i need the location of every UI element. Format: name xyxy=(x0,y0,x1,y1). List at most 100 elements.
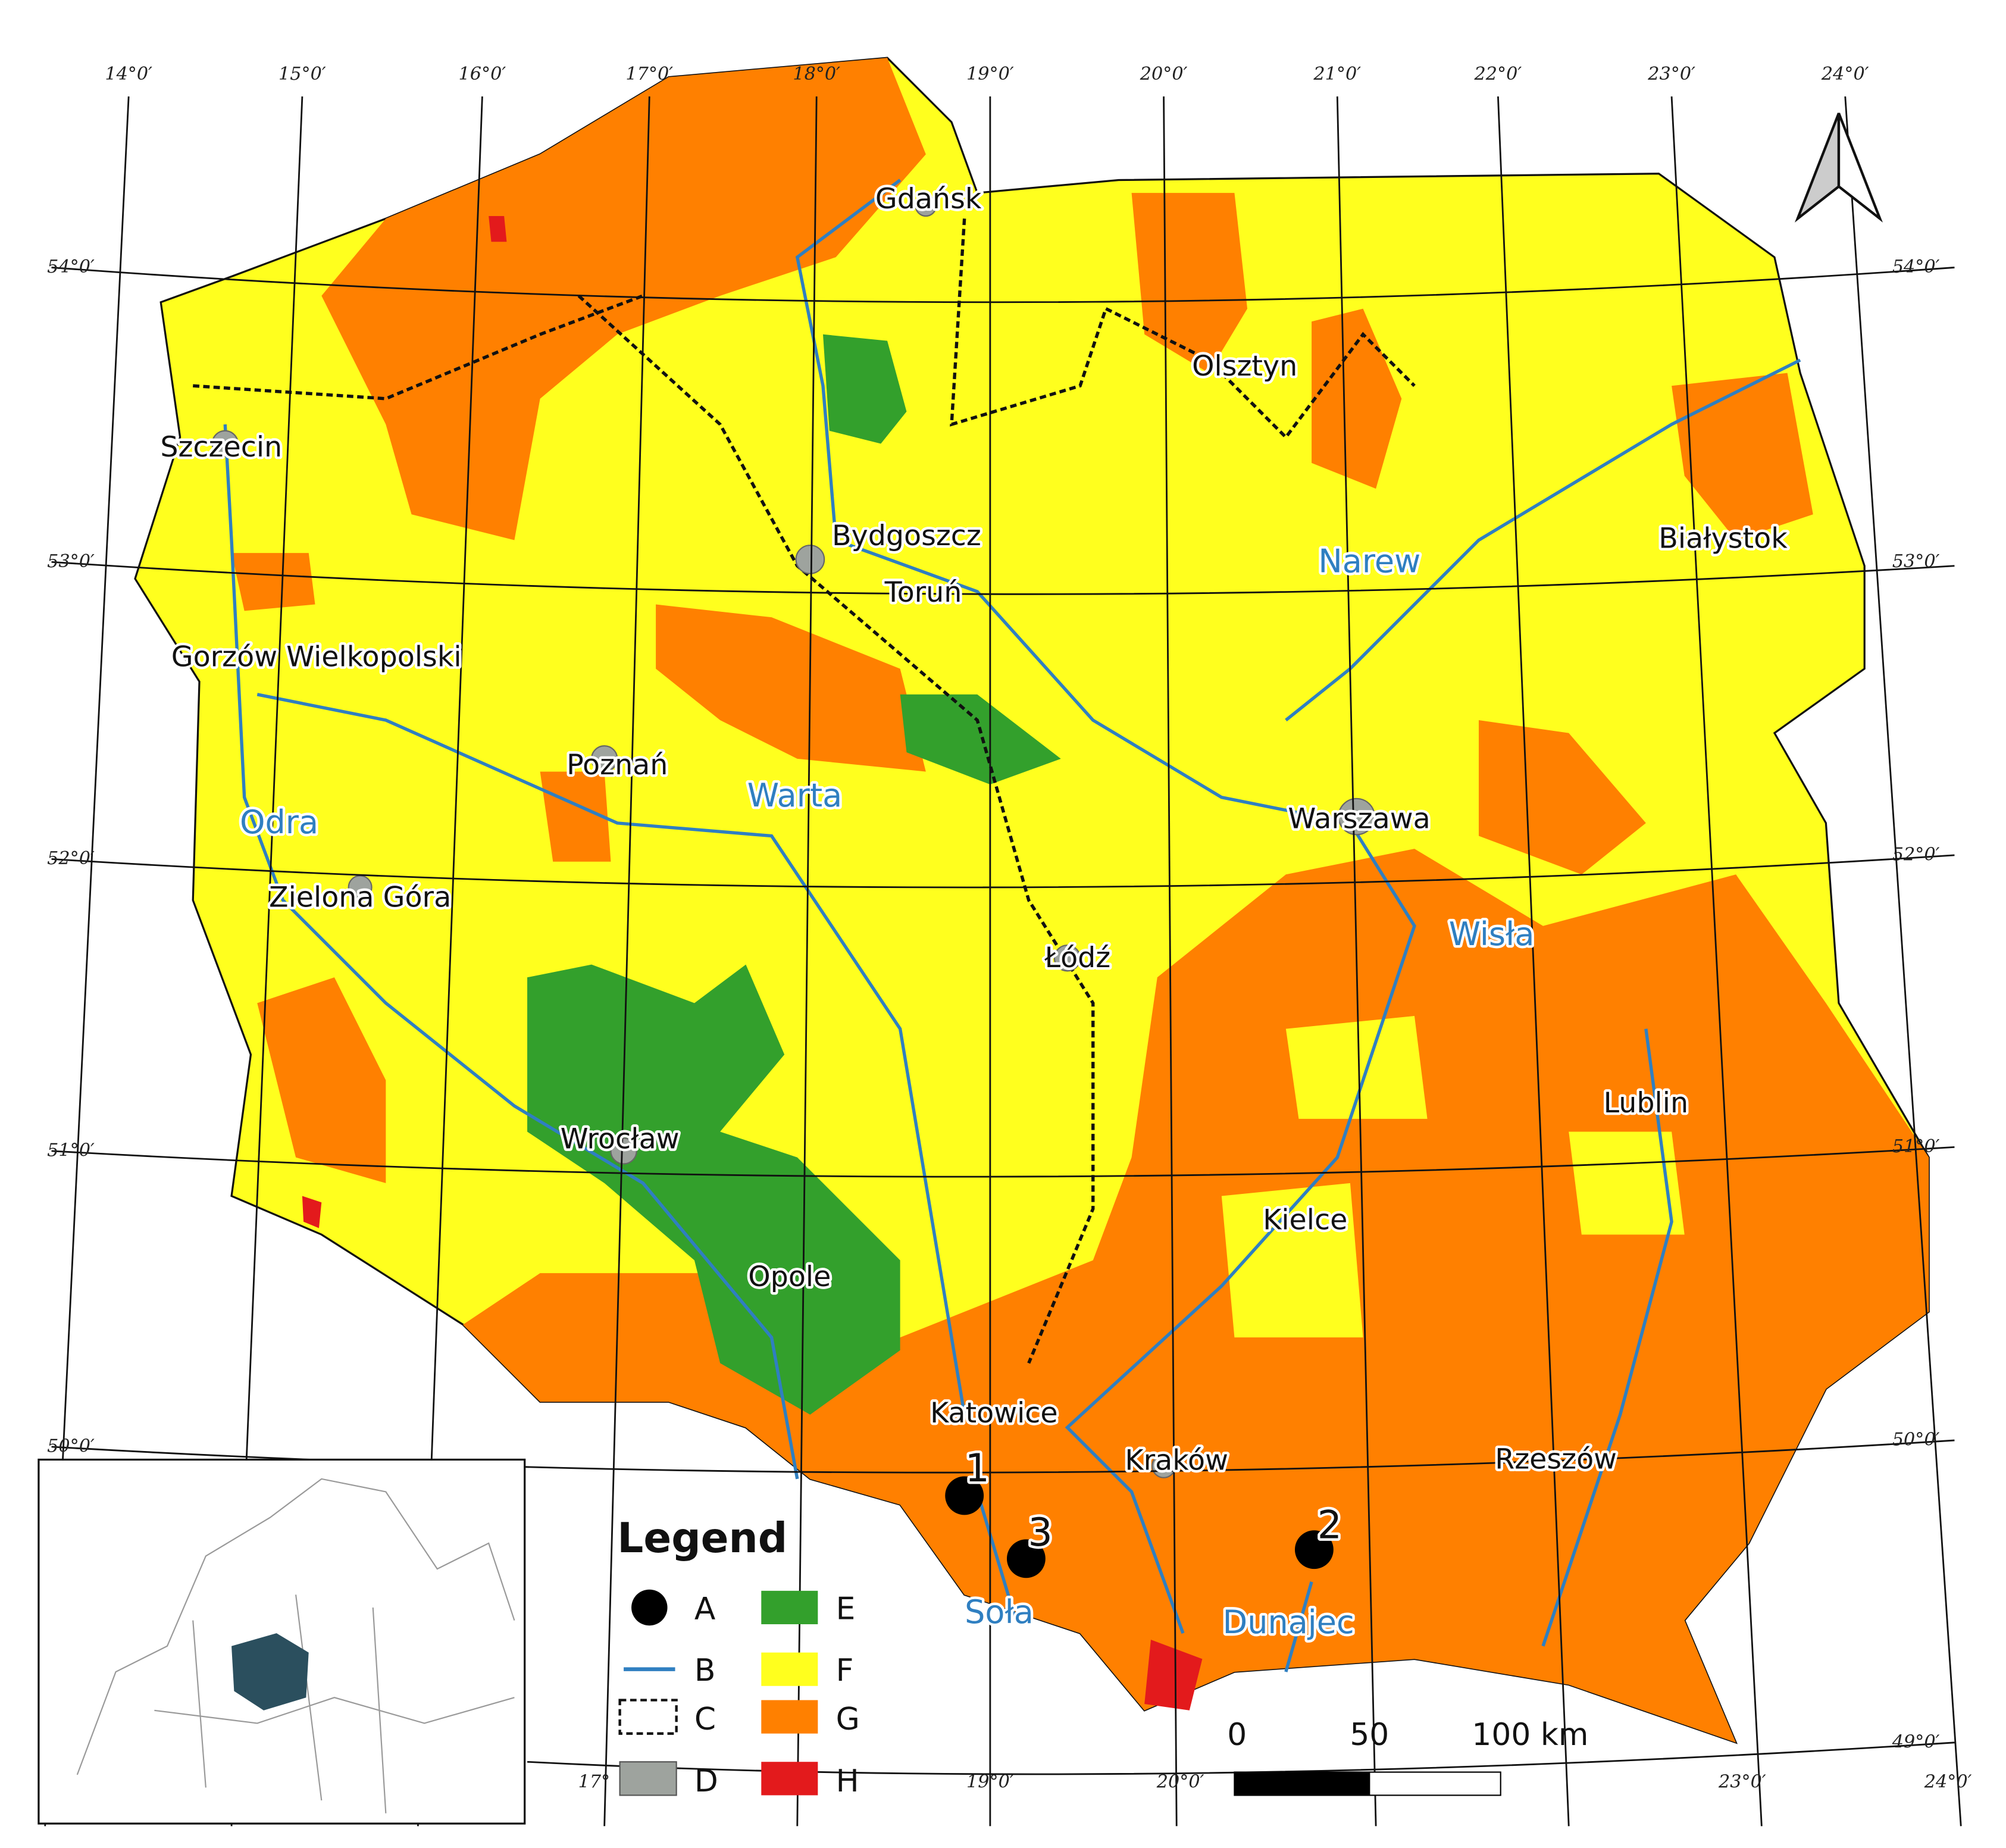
city-label: Szczecin xyxy=(160,431,282,464)
lat-label: 50°0′ xyxy=(1892,1430,1940,1450)
legend-symbol xyxy=(761,1590,818,1625)
lat-label: 53°0′ xyxy=(1892,551,1940,572)
lat-label: 51°0′ xyxy=(47,1140,95,1161)
city-area xyxy=(590,745,618,773)
legend-symbol xyxy=(631,1589,668,1626)
scale-segment xyxy=(1369,1771,1501,1796)
lon-label: 24°0′ xyxy=(1924,1771,1972,1792)
cities xyxy=(211,195,1376,1478)
scale-segment xyxy=(1234,1771,1370,1796)
area-f xyxy=(1221,1183,1363,1338)
meridian xyxy=(1336,96,1377,1827)
area-e xyxy=(822,334,907,444)
site-marker xyxy=(1294,1530,1334,1569)
river-label: Odra xyxy=(240,803,318,841)
site-label: 2 xyxy=(1317,1503,1342,1547)
graticule xyxy=(44,96,1962,1827)
city-label: Lublin xyxy=(1604,1087,1688,1120)
city-label: Kielce xyxy=(1263,1204,1347,1237)
river-label: Narew xyxy=(1318,543,1420,580)
city-label: Gdańsk xyxy=(875,183,982,215)
lon-label: 19°0′ xyxy=(966,1771,1014,1792)
city-label: Rzeszów xyxy=(1495,1443,1617,1476)
legend-label: G xyxy=(836,1702,860,1737)
legend-title: Legend xyxy=(617,1515,787,1562)
legend-symbol xyxy=(761,1652,818,1686)
lat-label: 54°0′ xyxy=(1892,257,1940,277)
city-label: Olsztyn xyxy=(1192,350,1297,383)
inset-lines xyxy=(76,1478,515,1813)
lat-label: 52°0′ xyxy=(47,848,95,869)
lat-label: 52°0′ xyxy=(1892,845,1940,865)
river-line xyxy=(1285,358,1801,722)
area-h xyxy=(489,216,507,242)
north-arrow-right xyxy=(1837,112,1883,223)
river-label: Soła xyxy=(965,1593,1034,1631)
meridian xyxy=(603,96,650,1827)
legend-symbol xyxy=(761,1700,818,1734)
lon-label: 19°0′ xyxy=(966,64,1014,85)
parallel xyxy=(527,1741,1955,1775)
meridian xyxy=(1497,96,1570,1827)
city-area xyxy=(795,545,825,574)
legend xyxy=(618,1589,818,1796)
lon-label: 21°0′ xyxy=(1313,64,1361,85)
area-e xyxy=(900,694,1061,785)
legend-label: F xyxy=(836,1653,854,1688)
city-label: Łódź xyxy=(1044,942,1110,974)
north-arrow xyxy=(1794,112,1883,223)
area-g xyxy=(1131,193,1248,373)
lon-label: 23°0′ xyxy=(1718,1771,1766,1792)
meridian xyxy=(796,96,818,1827)
class-h-areas xyxy=(302,216,1203,1711)
city-label: Poznań xyxy=(567,749,668,781)
lon-label: 24°0′ xyxy=(1821,64,1869,85)
legend-label: B xyxy=(694,1653,716,1688)
site-marker xyxy=(945,1476,984,1515)
area-g xyxy=(1312,308,1402,489)
river-line xyxy=(975,1491,1018,1621)
lon-label: 18°0′ xyxy=(793,64,840,85)
parallel xyxy=(51,1146,1955,1178)
lon-label: 17° xyxy=(578,1771,611,1792)
city-area xyxy=(915,195,937,217)
lon-label: 20°0′ xyxy=(1140,64,1188,85)
legend-label: H xyxy=(836,1763,859,1799)
river-line xyxy=(223,424,799,1480)
inset-map xyxy=(37,1458,526,1825)
lon-label: 14°0′ xyxy=(105,64,152,85)
legend-label: C xyxy=(694,1702,716,1737)
river-line xyxy=(1541,1028,1673,1647)
city-label: Opole xyxy=(748,1261,831,1293)
lat-label: 53°0′ xyxy=(47,551,95,572)
area-f xyxy=(1285,1015,1428,1119)
meridian xyxy=(1844,96,1962,1827)
area-g xyxy=(1478,720,1646,875)
class-g-areas xyxy=(231,58,1929,1743)
area-g xyxy=(540,771,611,862)
area-g xyxy=(462,849,1929,1743)
inset-poland xyxy=(231,1633,309,1711)
lon-label: 20°0′ xyxy=(1156,1771,1204,1792)
city-label: Bydgoszcz xyxy=(832,520,981,552)
site-marker xyxy=(1006,1539,1046,1578)
area-g xyxy=(257,977,386,1183)
city-area xyxy=(211,430,239,458)
legend-symbol xyxy=(619,1761,677,1796)
area-g xyxy=(321,58,926,540)
scale-label: 0 xyxy=(1227,1717,1247,1753)
scale-bar xyxy=(1234,1771,1501,1796)
river-line xyxy=(1284,1581,1313,1672)
lat-label: 51°0′ xyxy=(1892,1136,1940,1157)
city-label: Zielona Góra xyxy=(269,881,451,914)
border-line xyxy=(950,218,1416,440)
city-label: Gorzów Wielkopolski xyxy=(171,640,462,673)
lat-label: 54°0′ xyxy=(47,257,95,277)
city-area xyxy=(1053,945,1081,972)
city-label: Wrocław xyxy=(561,1123,680,1156)
area-h xyxy=(302,1196,322,1228)
parallel xyxy=(51,854,1955,889)
scale-label: 100 km xyxy=(1472,1717,1588,1753)
river-label: Wisła xyxy=(1449,915,1535,953)
